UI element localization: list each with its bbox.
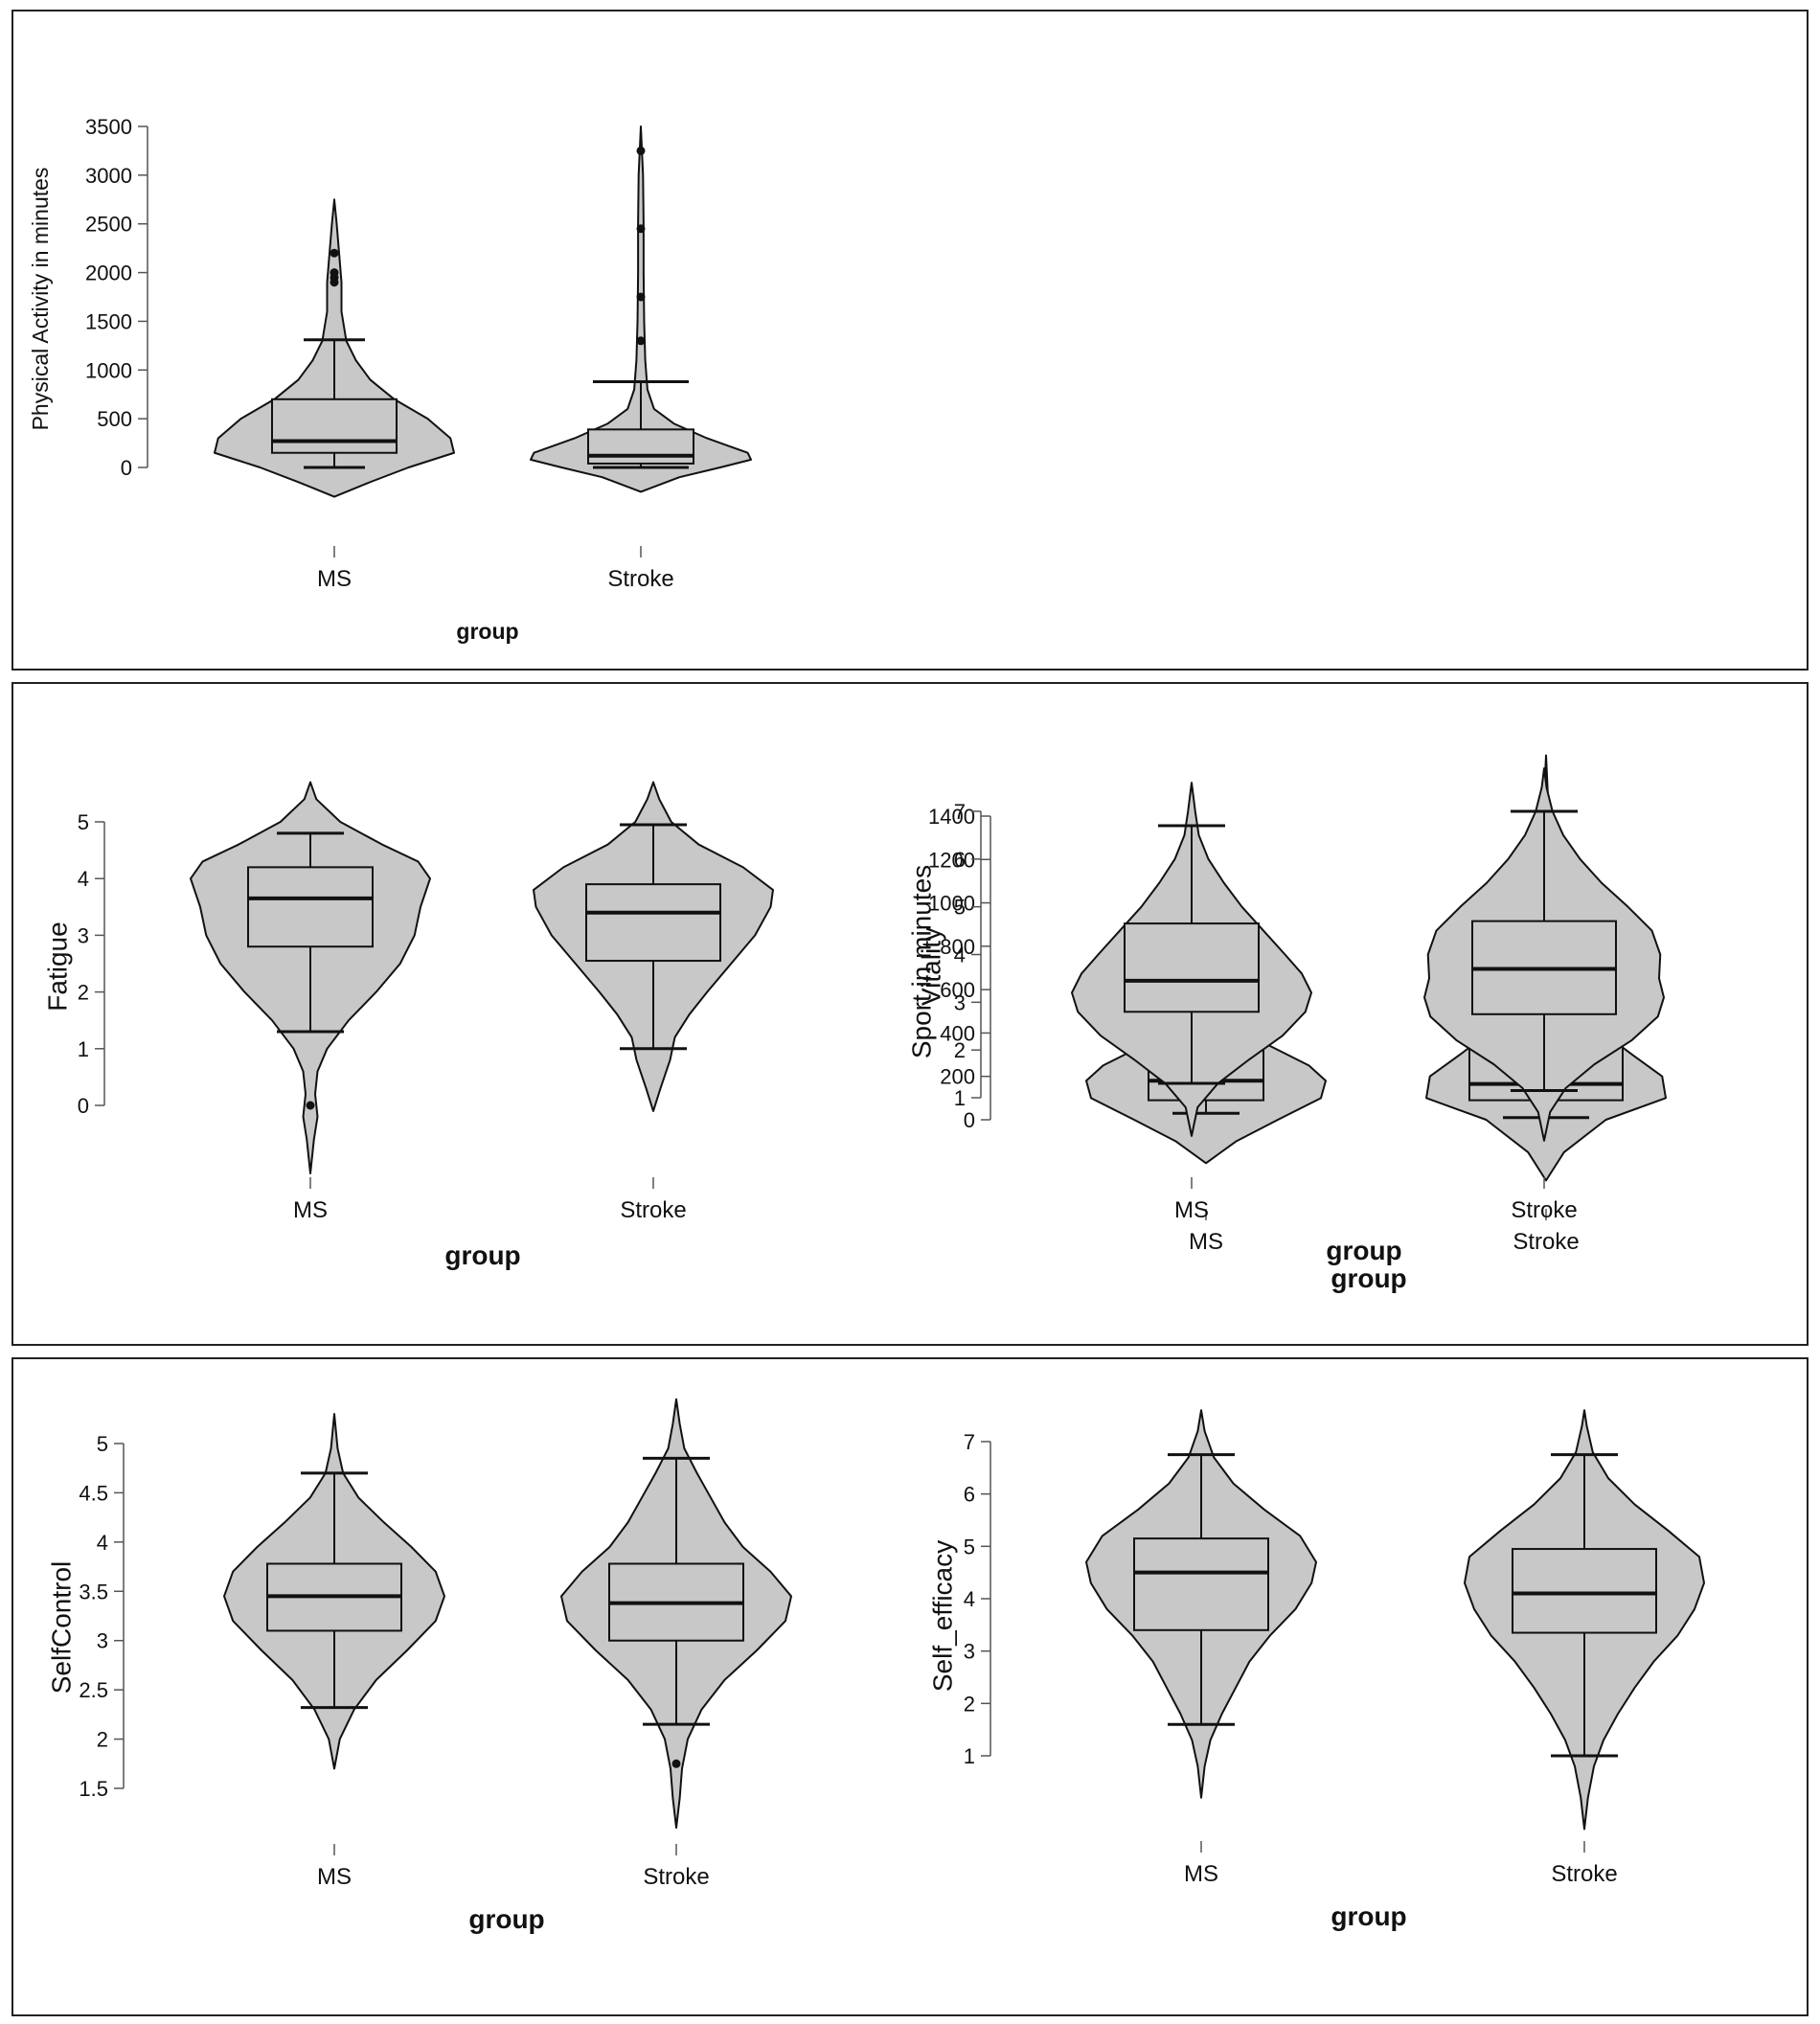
iqr-box — [1512, 1548, 1657, 1634]
y-tick-label: 2 — [954, 1038, 966, 1062]
y-tick-label: 5 — [954, 896, 966, 920]
y-tick-label: 500 — [97, 407, 132, 431]
y-tick-label: 4 — [97, 1531, 108, 1555]
y-tick-label: 4 — [78, 867, 89, 891]
violin-chart-4: 1.5 2 2.5 3 3.5 4 4.5 5 SelfControl group MS Stroke — [46, 1398, 792, 1934]
violin-chart-0: 0 500 1000 1500 2000 2500 3000 3500 Physical Act… — [28, 115, 752, 644]
x-axis-label: group — [1326, 1236, 1401, 1265]
y-tick-label: 1000 — [928, 892, 975, 916]
y-tick-label: 200 — [940, 1065, 975, 1089]
y-axis-label: SelfControl — [46, 1561, 76, 1694]
outlier-point — [671, 1759, 681, 1768]
x-tick-label: MS — [1174, 1197, 1209, 1223]
y-tick-label: 2 — [78, 981, 89, 1005]
iqr-box — [587, 428, 694, 465]
outlier-point — [636, 146, 646, 155]
outlier-point — [330, 268, 339, 278]
y-tick-label: 2.5 — [79, 1678, 108, 1702]
outlier-point — [330, 248, 339, 258]
y-tick-label: 0 — [121, 456, 132, 480]
y-tick-label: 5 — [964, 1535, 975, 1558]
y-tick-label: 5 — [78, 810, 89, 834]
x-tick-label: MS — [1189, 1229, 1223, 1255]
y-tick-label: 800 — [940, 935, 975, 959]
iqr-box — [271, 398, 398, 454]
panel-fatigue-vitality: 0 200 400 600 800 1000 1200 1400 Sport in minute… — [11, 682, 1809, 1346]
x-tick-label: Stroke — [620, 1197, 686, 1223]
iqr-box — [585, 883, 721, 963]
y-tick-label: 2500 — [85, 213, 132, 237]
y-tick-label: 4.5 — [79, 1481, 108, 1505]
y-tick-label: 3 — [964, 1640, 975, 1664]
violin-chart-3: 1 2 3 4 5 6 7 Vitality group MS Stroke — [916, 767, 1665, 1265]
y-tick-label: 1200 — [928, 848, 975, 872]
y-tick-label: 3 — [78, 923, 89, 947]
y-tick-label: 1 — [954, 1086, 966, 1110]
panel-selfcontrol-efficacy: 1.5 2 2.5 3 3.5 4 4.5 5 SelfControl group MS Stroke… — [11, 1357, 1809, 2016]
x-axis-label: group — [1331, 1901, 1406, 1931]
y-tick-label: 3 — [954, 990, 966, 1014]
y-tick-label: 1000 — [85, 358, 132, 382]
y-tick-label: 6 — [954, 848, 966, 872]
y-tick-label: 7 — [964, 1430, 975, 1454]
y-tick-label: 2 — [964, 1692, 975, 1716]
y-tick-label: 4 — [954, 944, 966, 967]
violin-stroke — [530, 125, 752, 493]
y-tick-label: 7 — [954, 800, 966, 824]
y-tick-label: 3000 — [85, 164, 132, 188]
y-axis-label: Vitality — [916, 927, 945, 1006]
x-tick-label: Stroke — [1551, 1861, 1617, 1887]
y-tick-label: 0 — [964, 1108, 975, 1132]
y-tick-label: 1.5 — [79, 1777, 108, 1801]
outlier-point — [636, 336, 646, 346]
x-axis-label: group — [444, 1240, 520, 1270]
y-tick-label: 1 — [78, 1037, 89, 1061]
x-axis-label: group — [456, 619, 518, 644]
y-tick-label: 600 — [940, 978, 975, 1002]
y-axis-label: Physical Activity in minutes — [28, 168, 53, 431]
y-axis-label: Fatigue — [42, 921, 72, 1011]
y-axis-label: Sport in minutes — [906, 865, 936, 1058]
y-tick-label: 0 — [78, 1094, 89, 1118]
y-tick-label: 5 — [97, 1432, 108, 1456]
y-tick-label: 2 — [97, 1728, 108, 1752]
iqr-box — [1133, 1537, 1269, 1631]
y-tick-label: 2000 — [85, 262, 132, 285]
x-axis-label: group — [1331, 1263, 1406, 1293]
violin-chart-2: 0 1 2 3 4 5 Fatigue group MS Stroke — [42, 781, 774, 1270]
x-tick-label: MS — [317, 566, 352, 592]
iqr-box — [1124, 922, 1260, 1013]
y-tick-label: 6 — [964, 1483, 975, 1507]
x-tick-label: MS — [293, 1197, 328, 1223]
x-tick-label: Stroke — [1511, 1197, 1577, 1223]
panel-activity: 0 500 1000 1500 2000 2500 3000 3500 Physical Act… — [11, 10, 1809, 671]
y-tick-label: 1400 — [928, 805, 975, 829]
outlier-point — [636, 224, 646, 234]
x-tick-label: MS — [1184, 1861, 1218, 1887]
iqr-box — [247, 866, 374, 948]
y-axis-label: Self_efficacy — [927, 1540, 957, 1692]
x-tick-label: Stroke — [1513, 1229, 1579, 1255]
x-tick-label: Stroke — [643, 1864, 709, 1890]
y-tick-label: 1 — [964, 1744, 975, 1768]
y-tick-label: 4 — [964, 1587, 975, 1611]
outlier-point — [636, 292, 646, 302]
x-tick-label: MS — [317, 1864, 352, 1890]
y-tick-label: 3500 — [85, 115, 132, 139]
y-tick-label: 400 — [940, 1021, 975, 1045]
y-tick-label: 3 — [97, 1629, 108, 1653]
x-axis-label: group — [468, 1904, 544, 1934]
outlier-point — [306, 1101, 315, 1110]
y-tick-label: 1500 — [85, 309, 132, 333]
y-tick-label: 3.5 — [79, 1580, 108, 1603]
x-tick-label: Stroke — [607, 566, 673, 592]
